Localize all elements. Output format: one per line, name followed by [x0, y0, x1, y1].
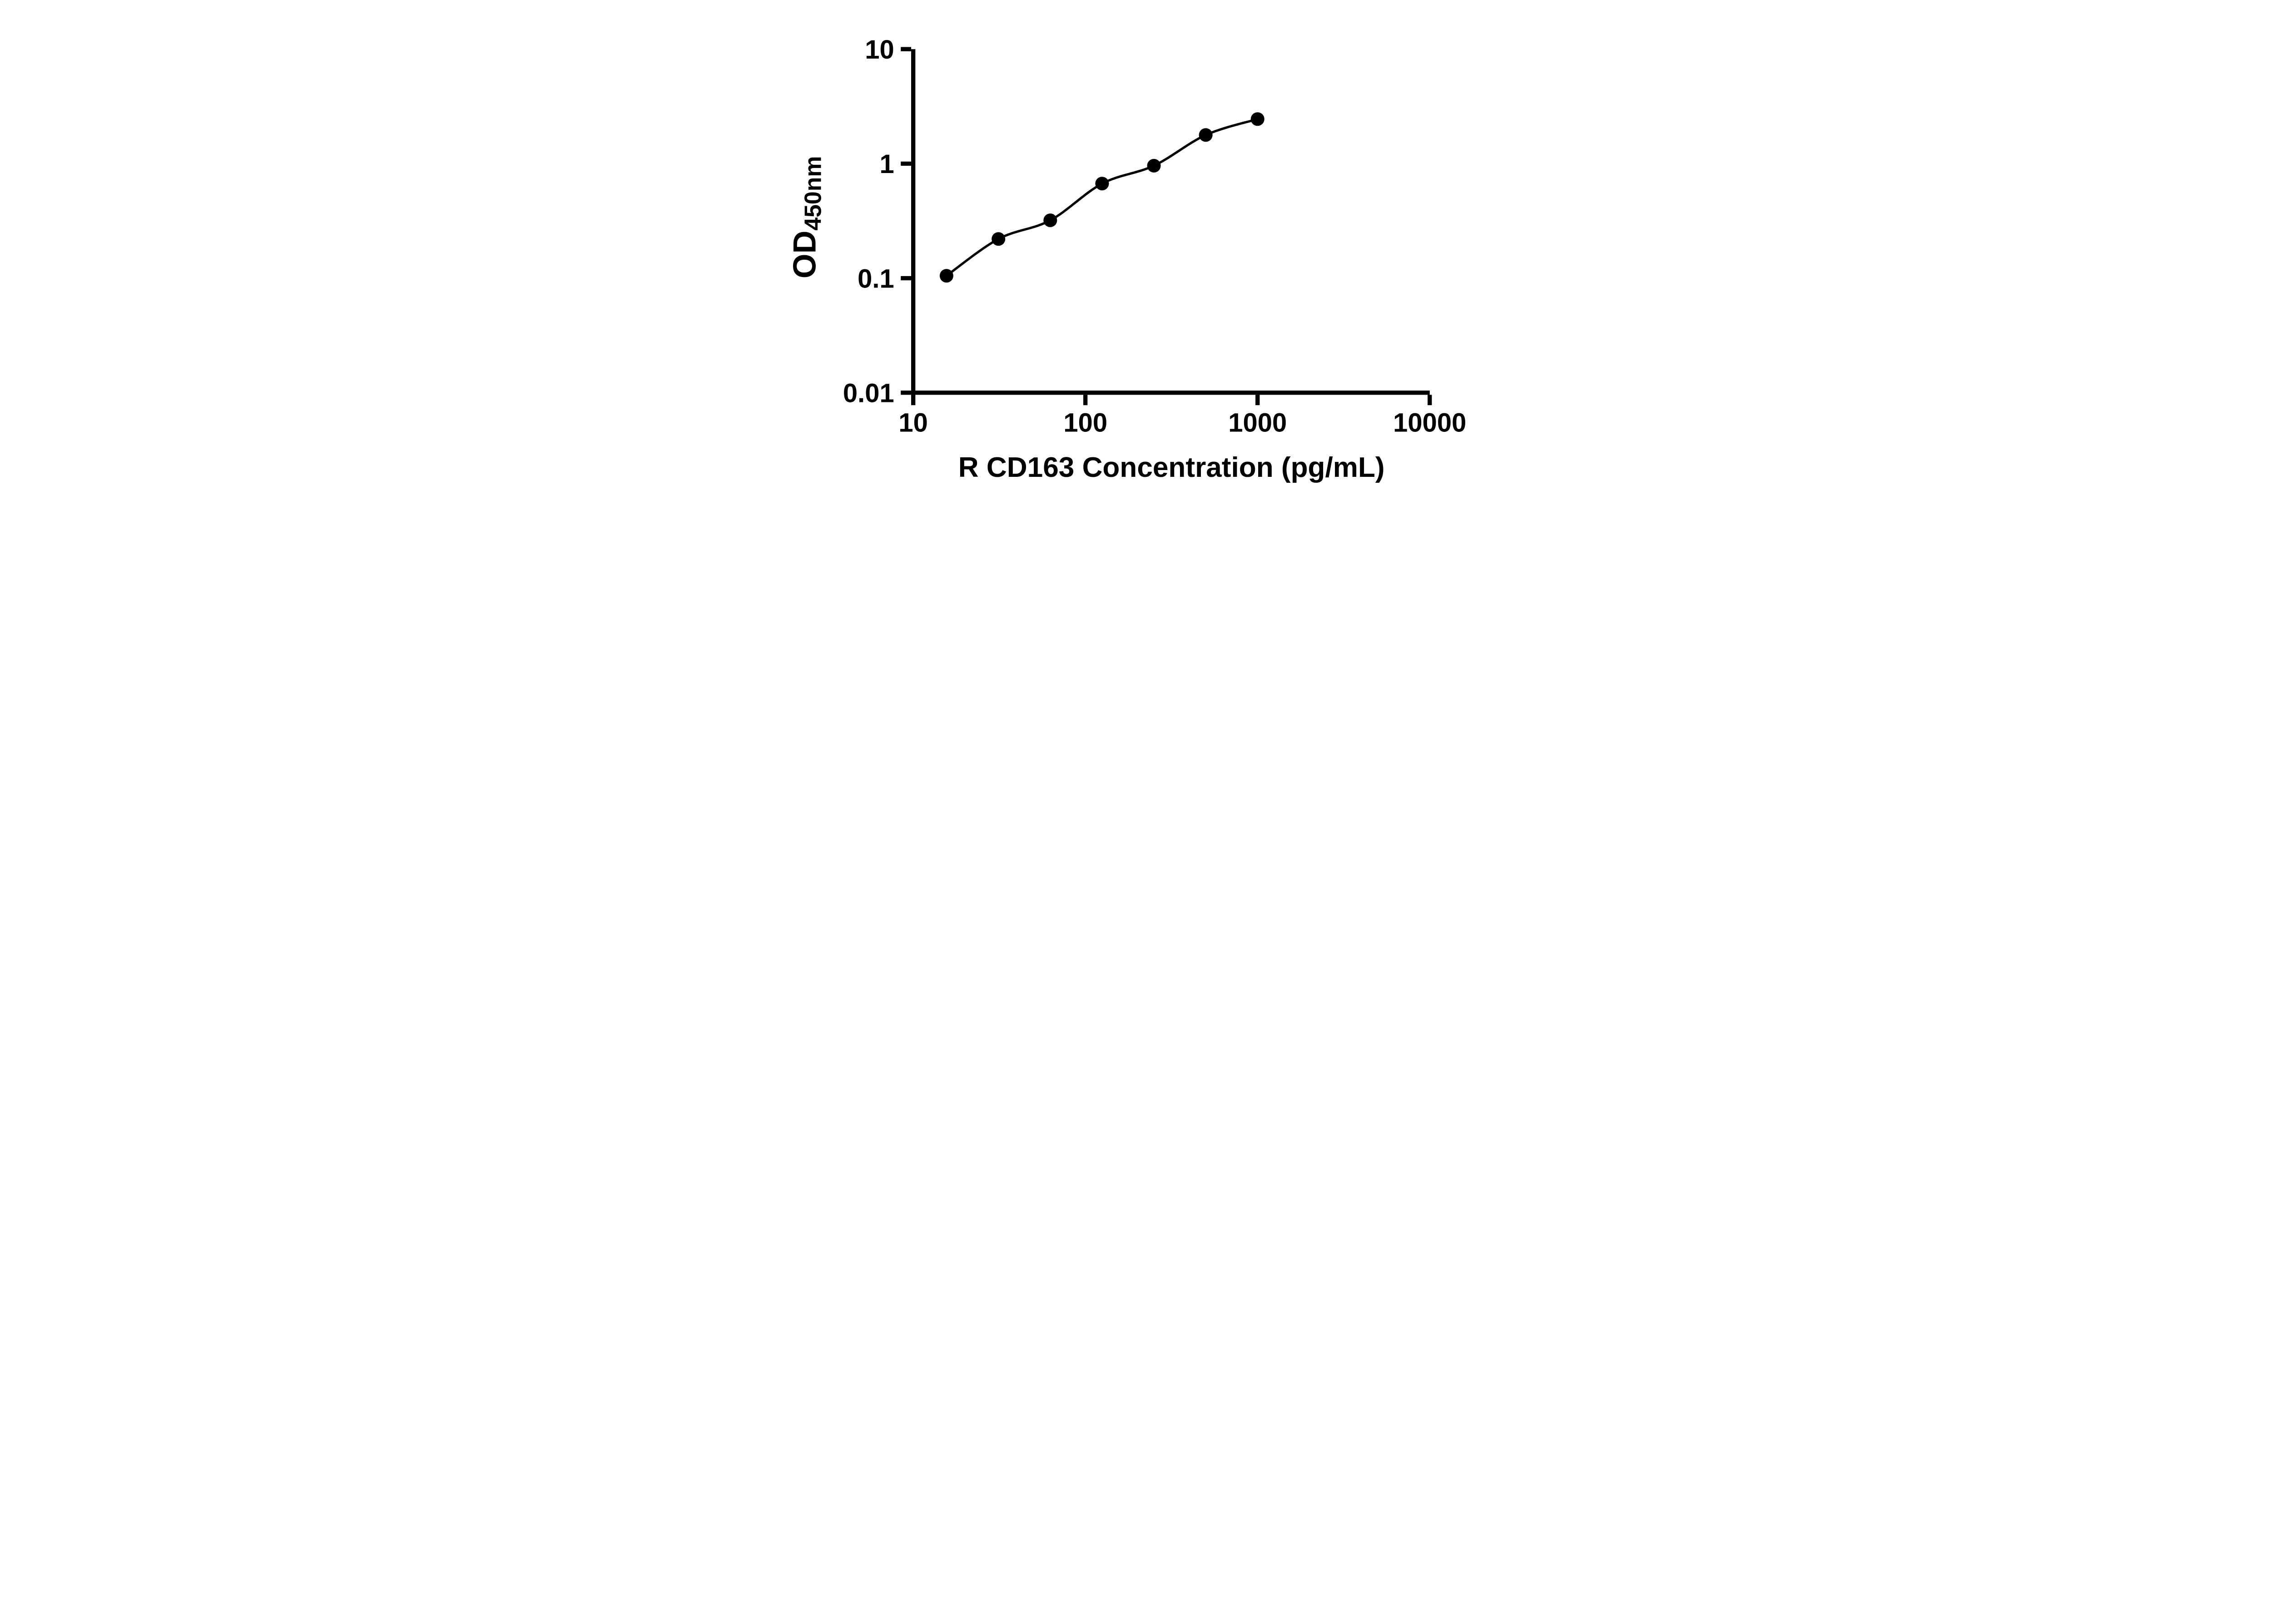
x-axis-title: R CD163 Concentration (pg/mL): [958, 452, 1385, 483]
data-point: [1043, 213, 1057, 228]
y-axis-title: OD450nm: [786, 156, 826, 279]
chart-container: 10 100 1000 10000 0.01 0.1 1 10 R CD163 Concent…: [772, 0, 1499, 506]
y-tick-label: 0.01: [843, 379, 894, 408]
data-point: [1199, 128, 1213, 142]
y-tick-label: 0.1: [858, 264, 894, 293]
data-point: [1250, 112, 1264, 126]
x-tick-label: 100: [1063, 409, 1107, 438]
data-point: [992, 232, 1006, 246]
x-tick-label: 1000: [1228, 409, 1287, 438]
y-tick-label: 1: [879, 150, 894, 179]
data-point: [939, 269, 953, 283]
data-point: [1147, 158, 1161, 173]
y-axis-title-main: OD: [786, 231, 822, 279]
standard-curve-line: [946, 118, 1258, 277]
x-tick-label: 10: [898, 409, 928, 438]
data-point: [1095, 177, 1109, 191]
x-tick-label: 10000: [1393, 409, 1466, 438]
elisa-standard-curve-chart: 10 100 1000 10000 0.01 0.1 1 10 R CD163 Concent…: [786, 35, 1467, 483]
y-axis-title-sub: 450nm: [800, 156, 826, 231]
y-tick-label: 10: [865, 35, 894, 64]
plot-layer: 10 100 1000 10000 0.01 0.1 1 10: [843, 35, 1467, 438]
